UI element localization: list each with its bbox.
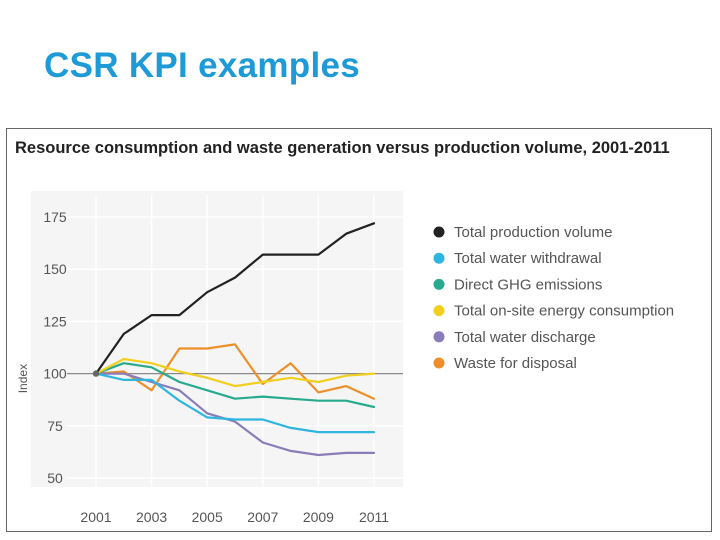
legend-marker: [433, 305, 445, 317]
x-tick-label: 2005: [192, 509, 223, 525]
series-line-total-water-withdrawal: [94, 372, 376, 434]
legend-label: Total water withdrawal: [454, 250, 602, 267]
y-axis-title: Index: [16, 364, 30, 393]
legend-marker: [433, 331, 445, 343]
chart-figure: Resource consumption and waste generatio…: [6, 128, 712, 532]
x-tick-label: 2001: [80, 509, 111, 525]
series-line-waste-for-disposal: [94, 343, 376, 400]
legend-marker: [433, 278, 445, 290]
y-tick-label: 100: [43, 366, 67, 382]
y-tick-label: 75: [47, 418, 63, 434]
y-tick-label: 125: [43, 313, 67, 329]
y-tick-label: 150: [43, 261, 67, 277]
y-tick-label: 50: [47, 470, 63, 486]
plot-background: [31, 191, 403, 487]
series-line-total-production-volume: [94, 222, 376, 375]
chart-title: Resource consumption and waste generatio…: [15, 139, 670, 157]
legend-label: Waste for disposal: [454, 355, 577, 372]
series-line-direct-ghg-emissions: [94, 362, 376, 409]
legend-label: Total water discharge: [454, 329, 596, 346]
line-chart: 175 150 125 100 75 50 2001 2003 2005 2007 2009 2011…: [16, 191, 674, 525]
x-tick-label: 2009: [303, 509, 334, 525]
y-tick-label: 175: [43, 209, 67, 225]
legend-marker: [433, 357, 445, 369]
legend-marker: [433, 252, 445, 264]
series-line-total-on-site-energy-consumption: [94, 357, 376, 388]
legend-label: Total production volume: [454, 224, 612, 241]
x-tick-label: 2003: [136, 509, 167, 525]
start-point: [92, 370, 100, 377]
legend-label: Total on-site energy consumption: [454, 303, 674, 320]
legend-marker: [433, 226, 445, 238]
slide-title: CSR KPI examples: [44, 46, 361, 85]
x-tick-label: 2007: [247, 509, 278, 525]
x-tick-label: 2011: [359, 509, 389, 525]
legend-label: Direct GHG emissions: [454, 276, 602, 293]
